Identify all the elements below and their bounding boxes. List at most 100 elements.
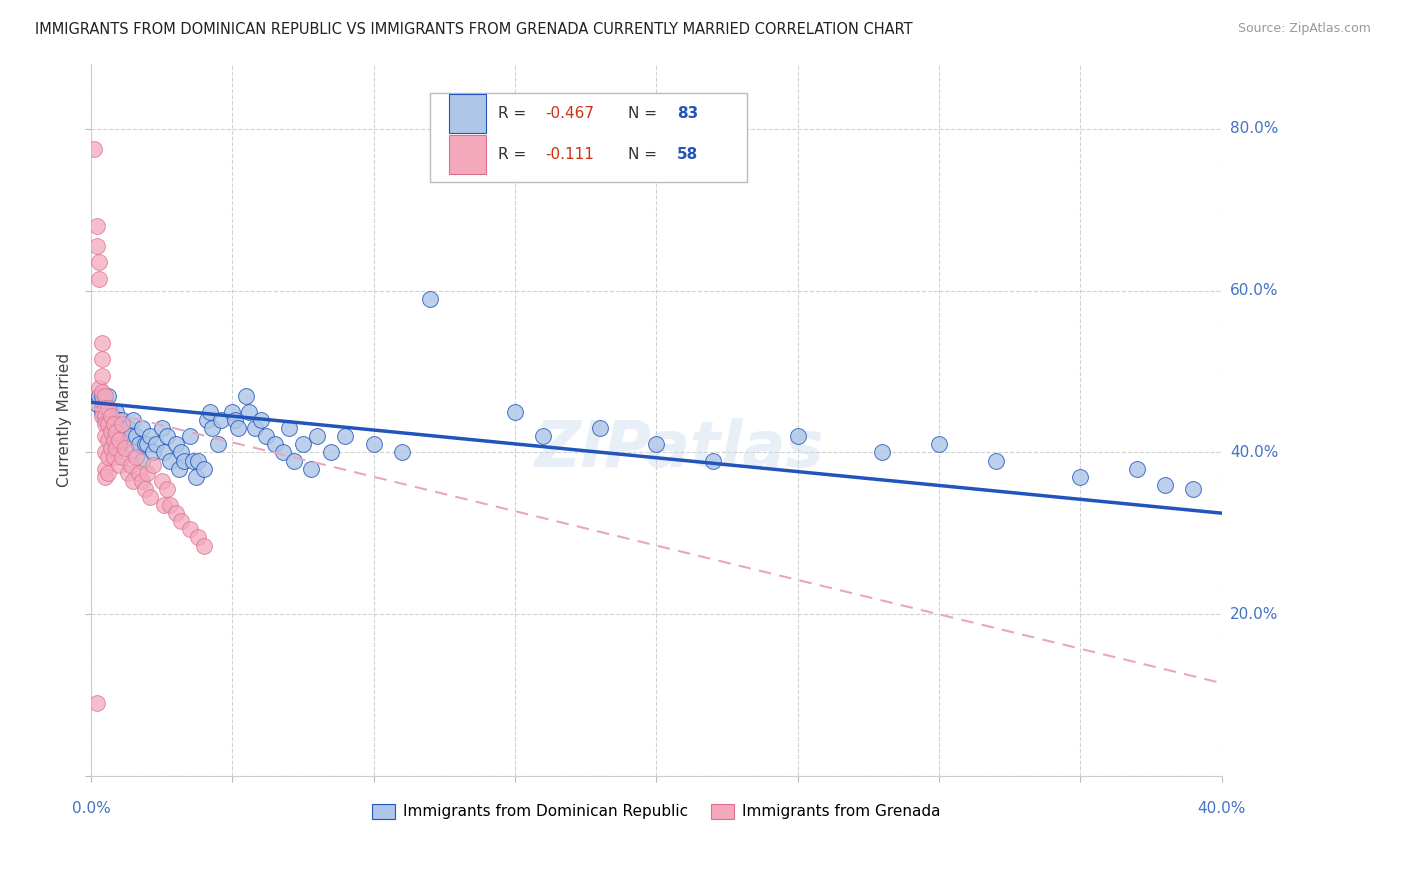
Point: [120, 429, 142, 443]
Point: [105, 421, 128, 435]
Point: [193, 539, 215, 553]
Point: [131, 474, 153, 488]
Point: [131, 421, 153, 435]
Point: [94, 409, 117, 423]
Point: [105, 405, 128, 419]
Point: [108, 413, 131, 427]
Point: [271, 445, 294, 459]
Text: -0.467: -0.467: [546, 106, 595, 121]
Text: 58: 58: [676, 147, 697, 162]
Text: 0.0%: 0.0%: [72, 801, 110, 816]
Point: [291, 437, 314, 451]
Point: [103, 417, 125, 432]
Text: 20.0%: 20.0%: [1230, 607, 1278, 622]
Point: [91, 384, 114, 399]
Point: [91, 401, 114, 415]
Point: [89, 255, 111, 269]
Y-axis label: Currently Married: Currently Married: [58, 353, 72, 487]
Point: [165, 437, 187, 451]
Point: [363, 437, 385, 451]
Point: [503, 405, 526, 419]
Point: [145, 437, 167, 451]
Point: [122, 445, 145, 459]
Point: [128, 466, 150, 480]
Point: [117, 466, 139, 480]
Point: [238, 405, 260, 419]
Point: [136, 437, 159, 451]
Point: [100, 421, 122, 435]
Point: [111, 450, 134, 464]
Text: N =: N =: [628, 147, 662, 162]
Point: [984, 453, 1007, 467]
Point: [139, 490, 162, 504]
Point: [120, 458, 142, 472]
Point: [139, 429, 162, 443]
Point: [97, 389, 120, 403]
Point: [156, 429, 179, 443]
Point: [91, 368, 114, 383]
Point: [86, 219, 108, 233]
Point: [108, 458, 131, 472]
Text: 40.0%: 40.0%: [1230, 445, 1278, 460]
Point: [97, 417, 120, 432]
Point: [94, 401, 117, 415]
Point: [89, 271, 111, 285]
Point: [136, 466, 159, 480]
Text: ZIPatlas: ZIPatlas: [534, 417, 824, 480]
Point: [94, 445, 117, 459]
Point: [94, 417, 117, 432]
Point: [283, 453, 305, 467]
Point: [263, 437, 285, 451]
Point: [89, 389, 111, 403]
Point: [645, 437, 668, 451]
Point: [128, 437, 150, 451]
Point: [391, 445, 413, 459]
Point: [91, 389, 114, 403]
Point: [94, 429, 117, 443]
Point: [100, 442, 122, 456]
Point: [91, 352, 114, 367]
Legend: Immigrants from Dominican Republic, Immigrants from Grenada: Immigrants from Dominican Republic, Immi…: [367, 797, 946, 825]
Point: [117, 421, 139, 435]
Point: [114, 442, 136, 456]
Point: [159, 498, 181, 512]
Point: [170, 514, 193, 528]
Text: R =: R =: [498, 147, 531, 162]
Point: [122, 474, 145, 488]
Point: [1154, 478, 1177, 492]
Point: [159, 453, 181, 467]
Point: [142, 458, 165, 472]
Point: [125, 429, 148, 443]
Point: [254, 429, 277, 443]
Point: [83, 142, 105, 156]
Point: [100, 409, 122, 423]
Text: 83: 83: [676, 106, 697, 121]
Point: [134, 482, 156, 496]
Point: [105, 442, 128, 456]
Point: [86, 239, 108, 253]
Text: Source: ZipAtlas.com: Source: ZipAtlas.com: [1237, 22, 1371, 36]
Point: [226, 421, 249, 435]
Bar: [450, 95, 485, 134]
FancyBboxPatch shape: [430, 93, 747, 182]
Point: [150, 474, 173, 488]
Point: [170, 445, 193, 459]
Point: [94, 469, 117, 483]
Point: [125, 450, 148, 464]
Point: [86, 397, 108, 411]
Point: [97, 434, 120, 448]
Point: [165, 506, 187, 520]
Point: [89, 381, 111, 395]
Point: [235, 389, 257, 403]
Point: [111, 417, 134, 432]
Point: [184, 469, 207, 483]
Point: [335, 429, 357, 443]
Point: [103, 450, 125, 464]
Point: [134, 437, 156, 451]
Point: [94, 389, 117, 403]
Point: [131, 453, 153, 467]
Point: [299, 461, 322, 475]
Point: [105, 425, 128, 440]
Point: [872, 445, 894, 459]
Point: [97, 401, 120, 415]
